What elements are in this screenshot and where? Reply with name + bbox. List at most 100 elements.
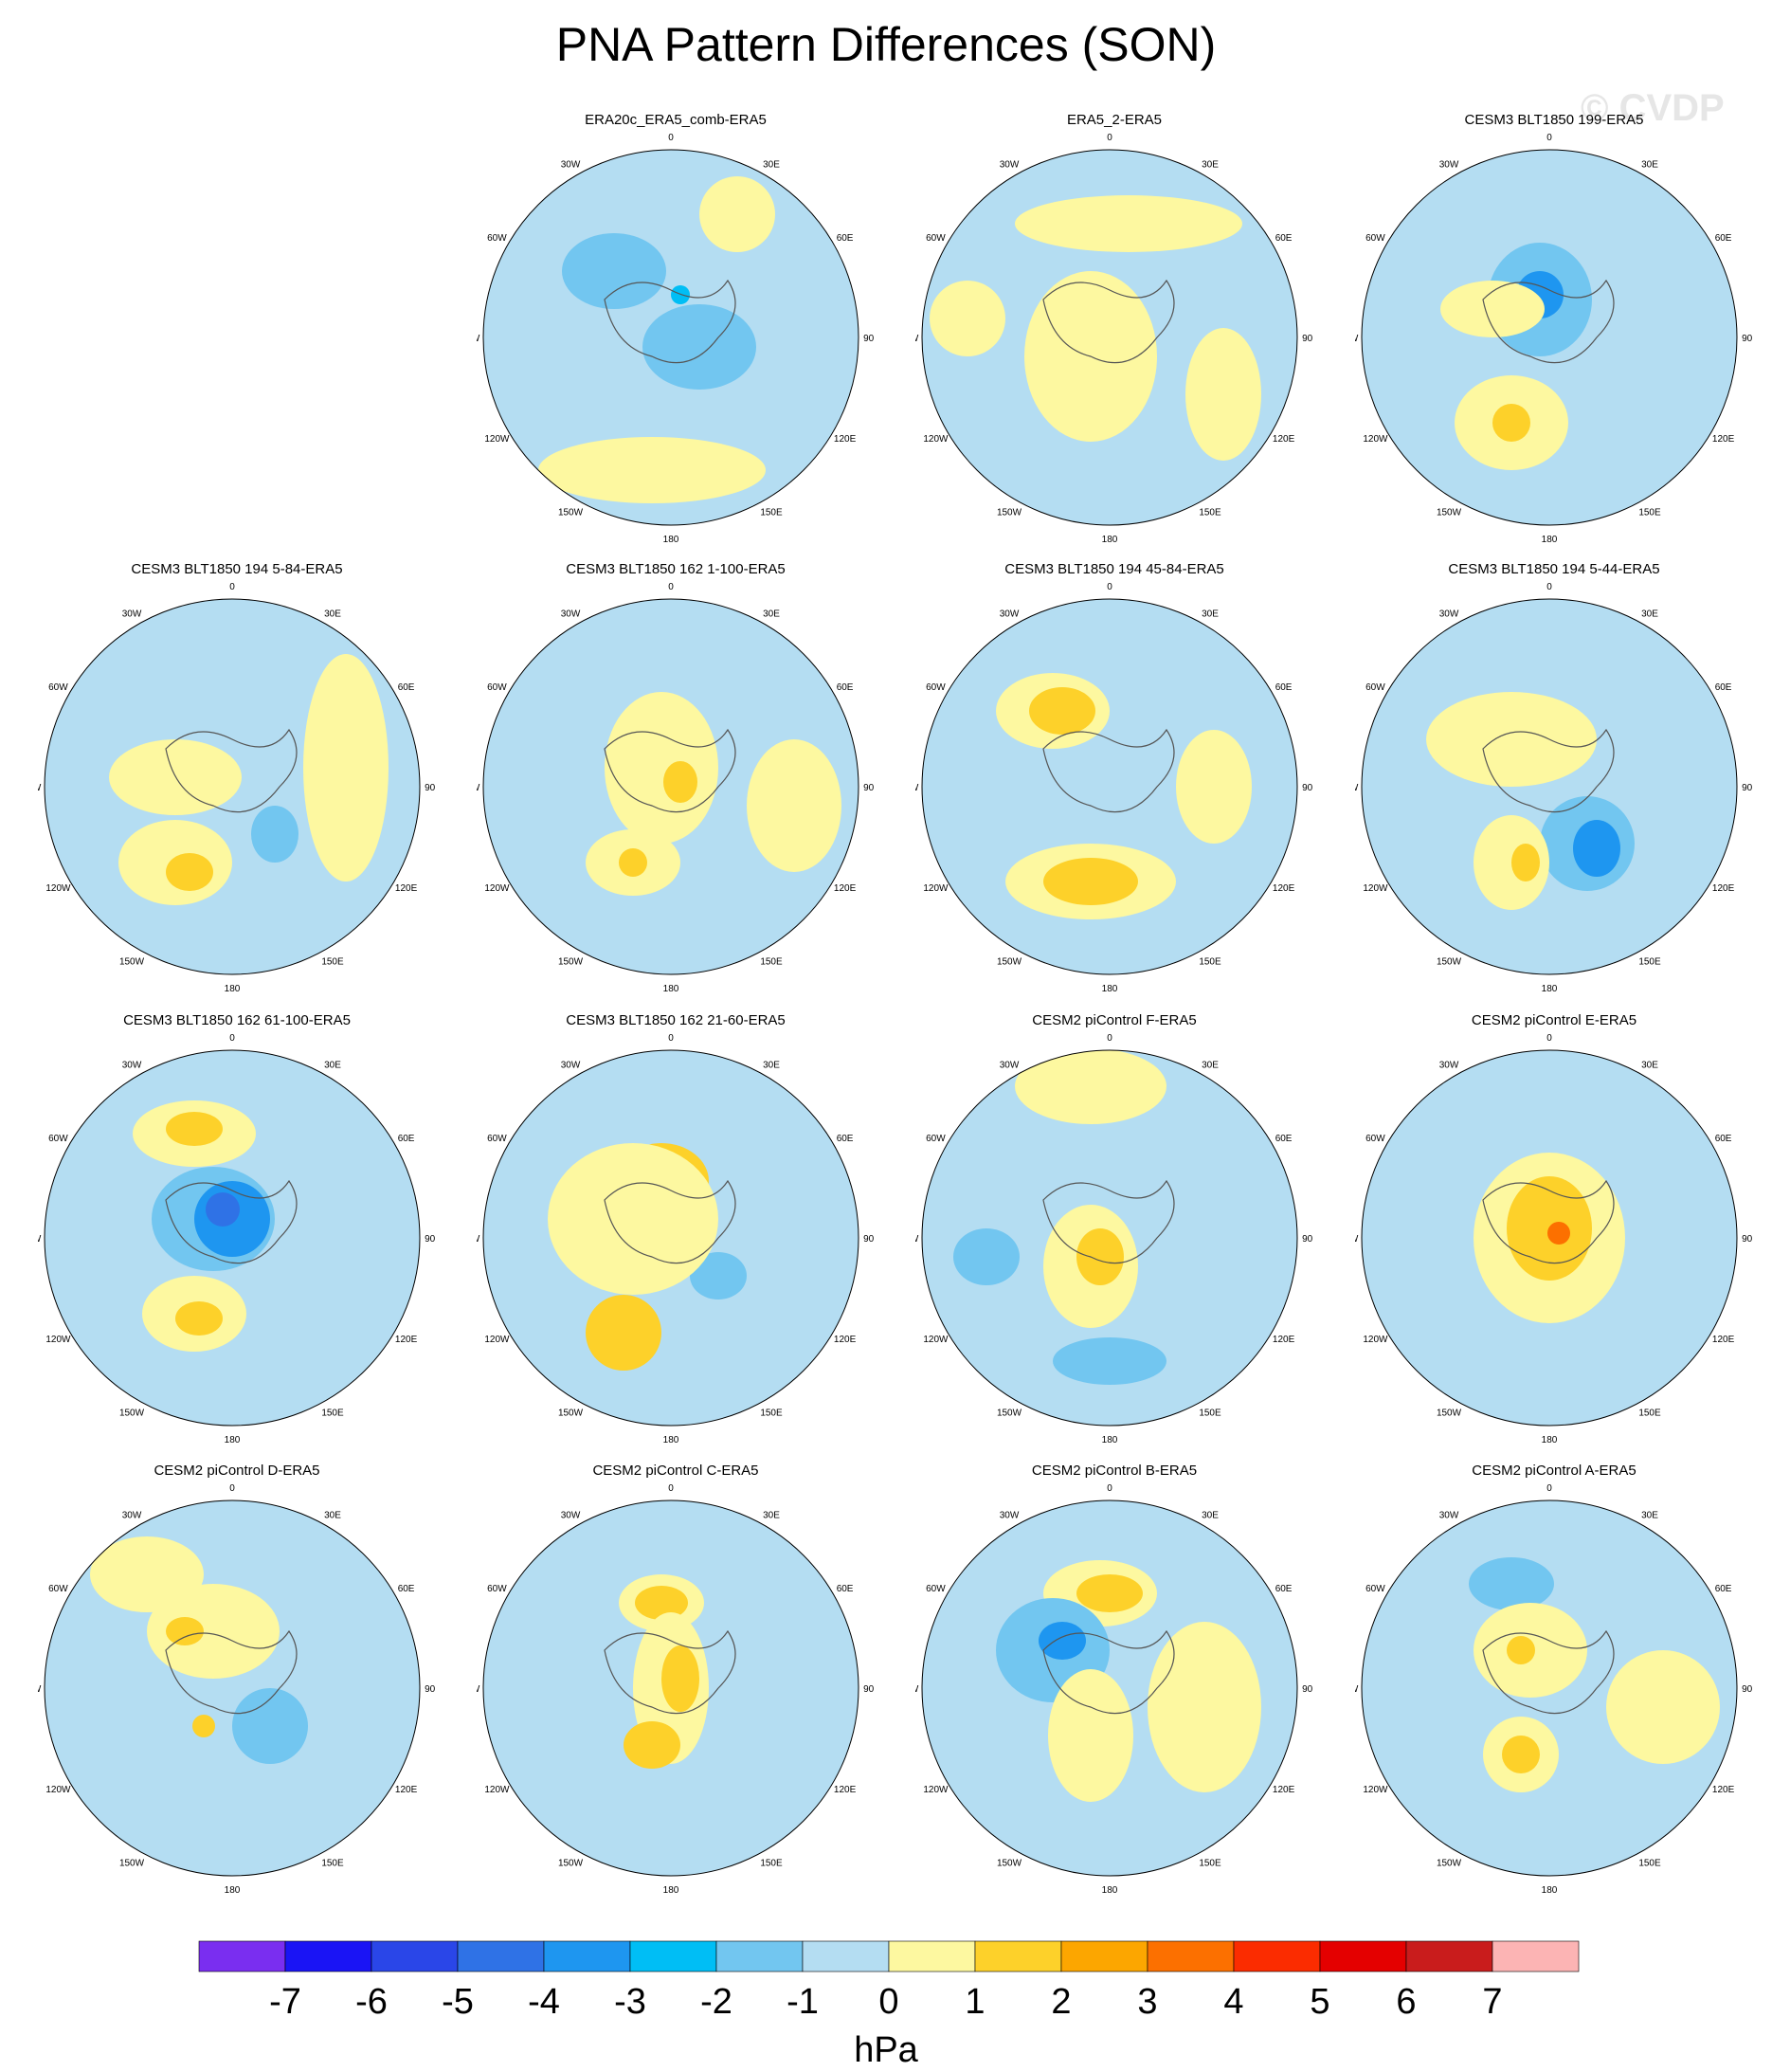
map-panel: CESM2 piControl E-ERA5 180 150E 120E 90E 60E 3… [1355,1012,1753,1458]
longitude-label: 180 [663,984,679,994]
anomaly-contour [166,1617,204,1645]
colorbar-swatch [1319,1940,1407,1972]
longitude-label: 90E [425,783,436,793]
longitude-label: 60E [398,1134,415,1144]
longitude-label: 180 [1102,535,1118,545]
anomaly-contour [690,1252,747,1300]
longitude-label: 30E [763,609,780,619]
anomaly-contour [1185,328,1261,461]
anomaly-contour [1076,1228,1124,1285]
anomaly-contour [166,853,213,891]
colorbar-tick-label: 1 [965,1982,985,2022]
longitude-label: 150W [1437,1859,1462,1869]
longitude-label: 30E [1641,1060,1658,1070]
longitude-label: 180 [1102,1435,1118,1445]
anomaly-contour [1469,1557,1554,1610]
longitude-label: 90E [1302,783,1313,793]
longitude-label: 120W [484,1785,510,1795]
anomaly-contour [642,304,756,390]
longitude-label: 120E [395,1785,418,1795]
longitude-label: 60W [926,1134,946,1144]
longitude-label: 0 [1546,1033,1552,1044]
longitude-label: 120E [834,1335,857,1345]
longitude-label: 120W [923,434,949,445]
longitude-label: 120W [45,1335,71,1345]
longitude-label: 120E [1273,1335,1295,1345]
longitude-label: 120E [395,1335,418,1345]
polar-stereographic-map: 180 150E 120E 90E 60E 30E 0 30W 60W 90W 120W 150W [915,582,1313,994]
longitude-label: 0 [229,582,235,592]
polar-stereographic-map: 180 150E 120E 90E 60E 30E 0 30W 60W 90W 120W 150W [477,133,875,545]
map-border [44,1049,421,1427]
longitude-label: 120E [1273,883,1295,894]
panel-title: CESM3 BLT1850 194 5-44-ERA5 [1448,561,1660,577]
anomaly-contour [1076,1574,1143,1612]
longitude-label: 150E [760,957,783,968]
colorbar-tick-label: 6 [1396,1982,1416,2022]
anomaly-contour [1455,1342,1625,1399]
longitude-label: 150W [558,1859,584,1869]
anomaly-contour [1176,730,1252,844]
longitude-label: 0 [1546,1483,1552,1494]
longitude-label: 90W [1355,1234,1359,1245]
coastline [165,1179,298,1264]
longitude-label: 150E [321,1859,344,1869]
anomaly-contour [175,1301,223,1336]
longitude-label: 120W [484,883,510,894]
longitude-label: 180 [1542,1435,1558,1445]
colorbar-tick-label: 4 [1223,1982,1243,2022]
longitude-label: 60E [1715,233,1732,244]
anomaly-contour [635,1586,688,1620]
longitude-label: 60E [1275,1584,1293,1594]
longitude-label: 150W [997,957,1022,968]
longitude-label: 180 [225,1435,241,1445]
polar-stereographic-map: 180 150E 120E 90E 60E 30E 0 30W 60W 90W 120W 150W [477,1033,875,1445]
longitude-label: 90W [477,1684,480,1695]
panel-title: CESM3 BLT1850 162 1-100-ERA5 [566,561,786,577]
longitude-label: 120W [45,1785,71,1795]
colorbar-swatch [284,1940,372,1972]
longitude-label: 30E [1641,159,1658,170]
longitude-label: 30W [1439,1060,1459,1070]
polar-stereographic-map: 180 150E 120E 90E 60E 30E 0 30W 60W 90W 120W 150W [38,582,436,994]
colorbar-swatch [1060,1940,1148,1972]
longitude-label: 150W [558,1409,584,1419]
map-panel-grid: ERA20c_ERA5_comb-ERA5 180 150E 120E 90E 60E 30… [38,112,1753,1896]
longitude-label: 60E [1715,682,1732,693]
map-panel: CESM2 piControl B-ERA5 180 150E 120E 90E 60E 3… [915,1463,1313,1908]
longitude-label: 30W [561,609,581,619]
polar-stereographic-map: 180 150E 120E 90E 60E 30E 0 30W 60W 90W 120W 150W [1355,133,1753,545]
longitude-label: 60W [48,682,68,693]
longitude-label: 120E [834,434,857,445]
longitude-label: 150E [321,1409,344,1419]
anomaly-contour [1015,195,1242,252]
longitude-label: 90E [1742,1234,1753,1245]
panel-title: CESM2 piControl A-ERA5 [1472,1463,1636,1479]
longitude-label: 30W [1000,159,1020,170]
map-border [1361,149,1738,526]
polar-stereographic-map: 180 150E 120E 90E 60E 30E 0 30W 60W 90W 120W 150W [915,1033,1313,1445]
longitude-label: 150W [1437,957,1462,968]
anomaly-contour [206,1192,240,1227]
colorbar-swatch [629,1940,717,1972]
anomaly-contour [1573,820,1620,877]
longitude-label: 30E [324,1510,341,1520]
colorbar-swatch [715,1940,804,1972]
panel-title: CESM3 BLT1850 162 21-60-ERA5 [566,1012,786,1028]
anomaly-contour [699,176,775,252]
longitude-label: 120E [1712,434,1735,445]
map-border [1361,1499,1738,1877]
longitude-label: 0 [229,1033,235,1044]
colorbar-swatch [1492,1940,1580,1972]
colorbar-swatch [974,1940,1062,1972]
colorbar-swatch [543,1940,631,1972]
coastline [604,1629,736,1715]
colorbar: -7 -6 -5 -4 -3 -2 -1 0 1 2 3 4 5 6 7 [198,1940,1580,2022]
longitude-label: 0 [668,1483,674,1494]
longitude-label: 60W [1365,1134,1385,1144]
longitude-label: 30E [324,1060,341,1070]
longitude-label: 120E [1273,434,1295,445]
longitude-label: 30W [122,1510,142,1520]
longitude-label: 90W [38,1234,42,1245]
longitude-label: 30W [561,1060,581,1070]
